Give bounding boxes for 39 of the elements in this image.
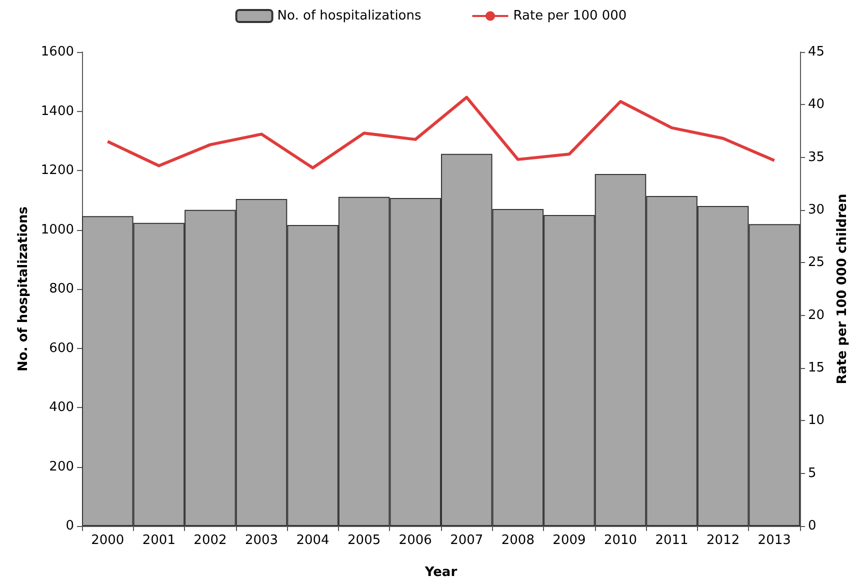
y-tick-label: 400 bbox=[49, 400, 74, 415]
x-tick-label: 2010 bbox=[604, 533, 638, 548]
x-tick-label: 2006 bbox=[398, 533, 432, 548]
y2-tick-label: 15 bbox=[808, 360, 825, 376]
x-tick-label: 2002 bbox=[194, 533, 227, 548]
legend-label: No. of hospitalizations bbox=[277, 8, 422, 24]
y2-tick-label: 40 bbox=[808, 97, 825, 112]
y-tick-label: 800 bbox=[49, 282, 74, 296]
y-tick-label: 1600 bbox=[40, 44, 74, 60]
x-tick-label: 2012 bbox=[706, 533, 740, 548]
y2-tick-label: 30 bbox=[808, 202, 825, 218]
x-tick-label: 2004 bbox=[296, 533, 330, 548]
y-axis-title: No. of hospitalizations bbox=[16, 206, 31, 372]
y2-axis-title: Rate per 100 000 children bbox=[835, 194, 850, 384]
x-tick-label: 2007 bbox=[450, 533, 484, 548]
y2-tick-label: 10 bbox=[808, 413, 825, 428]
x-tick-label: 2001 bbox=[142, 533, 176, 548]
x-tick-label: 2003 bbox=[244, 533, 278, 548]
y-tick-label: 200 bbox=[49, 459, 74, 474]
x-tick-label: 2013 bbox=[758, 533, 791, 548]
y-tick-label: 1000 bbox=[40, 222, 74, 238]
y2-tick-label: 35 bbox=[808, 150, 825, 165]
y2-tick-label: 25 bbox=[808, 255, 825, 270]
y2-tick-label: 20 bbox=[808, 308, 825, 323]
x-tick-label: 2000 bbox=[91, 533, 124, 548]
x-axis-title: Year bbox=[424, 565, 458, 580]
y-tick-label: 1200 bbox=[40, 163, 74, 178]
line-series bbox=[106, 96, 776, 170]
y-tick-label: 1400 bbox=[40, 104, 74, 119]
x-tick-label: 2008 bbox=[501, 533, 534, 548]
y-tick-label: 0 bbox=[66, 518, 74, 534]
y2-tick-label: 0 bbox=[808, 518, 816, 534]
y2-tick-label: 5 bbox=[808, 466, 816, 481]
y2-tick-label: 45 bbox=[808, 44, 825, 60]
y-tick-label: 600 bbox=[49, 340, 74, 356]
legend-label: Rate per 100 000 bbox=[513, 8, 627, 24]
x-tick-label: 2009 bbox=[552, 533, 586, 548]
x-tick-label: 2005 bbox=[348, 533, 381, 548]
x-tick-label: 2011 bbox=[655, 533, 688, 548]
